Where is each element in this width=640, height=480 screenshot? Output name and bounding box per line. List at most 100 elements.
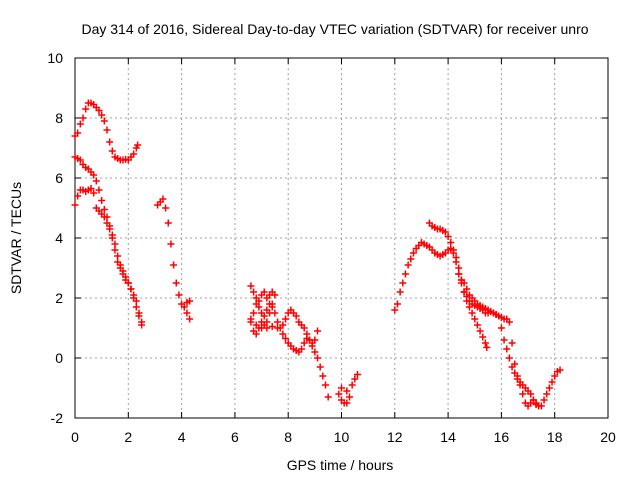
data-point [263,306,271,314]
data-point [138,318,146,326]
data-point [300,339,308,347]
x-tick-label: 20 [600,429,616,445]
data-point [399,279,407,287]
x-axis-label: GPS time / hours [287,457,394,473]
y-tick-label: 0 [55,350,63,366]
data-point [481,339,489,347]
data-point [119,270,127,278]
y-tick-label: 8 [55,110,63,126]
data-point [74,192,82,200]
data-point [98,111,106,119]
data-point [79,114,87,122]
data-point [271,309,279,317]
data-point [186,297,194,305]
data-point [345,393,353,401]
data-point [519,390,527,398]
data-point [279,330,287,338]
data-point [311,336,319,344]
data-point [71,201,79,209]
data-point [180,303,188,311]
data-point [98,197,106,204]
data-point [303,330,311,338]
data-point [114,258,122,266]
data-point [130,150,138,158]
data-point [476,327,484,335]
x-tick-label: 6 [231,429,239,445]
data-point [95,186,103,194]
data-point [503,345,511,353]
data-point [260,288,268,296]
data-point [268,323,276,330]
data-point [250,327,258,335]
x-tick-label: 12 [387,429,403,445]
data-point [449,246,457,254]
y-axis-label: SDTVAR / TECUs [8,182,24,294]
data-point [396,288,404,296]
data-point [111,240,119,248]
data-point [111,246,119,254]
data-point [348,381,356,389]
data-point [100,117,108,125]
data-point [175,291,183,299]
series-track-1 [71,99,142,164]
x-tick-label: 18 [547,429,563,445]
data-point [87,185,95,192]
data-point [164,219,172,227]
y-tick-label: 6 [55,170,63,186]
data-point [103,219,111,227]
data-point [300,324,308,332]
data-point [292,312,300,320]
data-point [548,378,556,386]
data-point [82,105,90,113]
data-point [114,252,122,260]
data-point [556,366,564,374]
data-point [132,303,140,311]
data-point [463,297,471,305]
data-point [500,336,508,344]
data-point [106,138,114,146]
data-point [473,321,481,329]
data-point [167,240,175,248]
data-point [495,312,503,320]
data-point [444,233,452,240]
data-point [274,324,282,332]
data-point [260,312,268,320]
data-point [516,381,524,389]
data-point [282,315,290,323]
data-point [314,354,322,362]
data-point [465,303,473,311]
data-point [159,195,167,203]
series-track-4 [154,195,194,323]
data-point [479,333,487,341]
data-point [532,399,540,407]
data-point [135,309,143,317]
data-point [130,291,138,299]
data-point [505,318,513,326]
series-track-6 [247,306,322,350]
data-point [308,342,316,350]
data-point [460,279,468,287]
data-point [404,261,412,269]
data-points [71,99,564,410]
x-tick-label: 16 [494,429,510,445]
data-point [252,321,260,329]
data-point [74,129,82,137]
x-tick-label: 10 [334,429,350,445]
y-axis: -2 0 2 4 6 8 10 [47,50,608,426]
x-tick-label: 0 [71,429,79,445]
data-point [250,288,258,296]
data-point [172,279,180,287]
x-tick-label: 14 [440,429,456,445]
chart-title: Day 314 of 2016, Sidereal Day-to-day VTE… [81,21,588,37]
data-point [441,228,449,236]
data-point [543,390,551,398]
data-point [90,189,98,197]
data-point [298,345,306,353]
data-point [508,363,516,371]
data-point [274,318,282,326]
series-track-10 [455,270,540,410]
data-point [103,126,111,134]
data-point [319,372,327,380]
